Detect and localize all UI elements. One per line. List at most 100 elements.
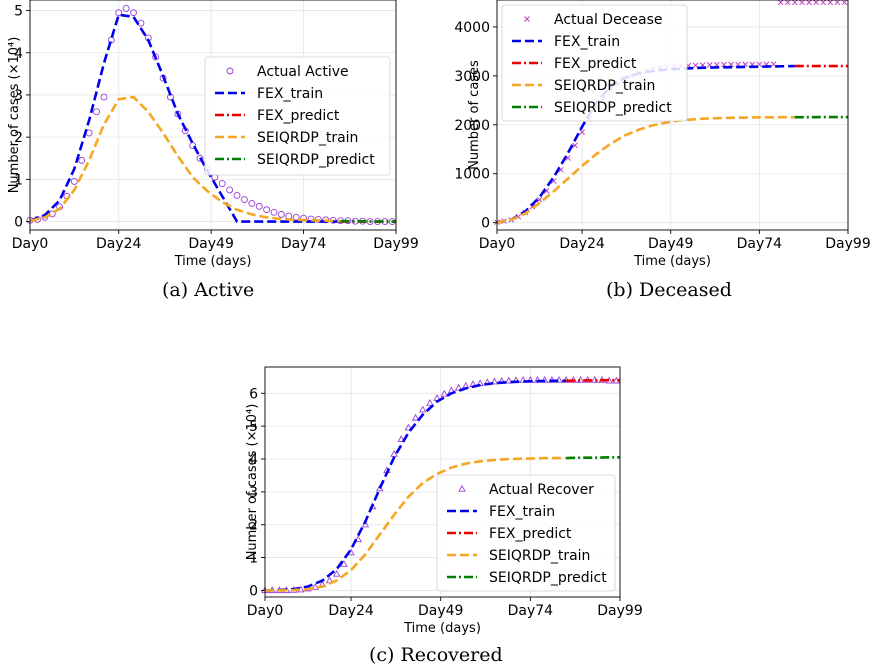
data-point-series-actual-active [248,199,256,207]
data-point-series-actual-recover [304,584,312,592]
plot-frame [29,0,397,231]
data-point-series-actual-active [181,127,189,135]
data-point-series-actual-active [226,186,234,194]
y-tick-label: 4 [249,452,258,468]
data-point-series-actual-decease [742,61,749,68]
legend-label: Actual Active [257,64,349,80]
data-point-series-actual-decease [607,87,614,94]
data-point-series-actual-active [33,215,41,223]
data-point-series-actual-recover [261,586,269,594]
data-point-series-actual-decease [749,61,756,68]
data-point-series-actual-decease [508,216,515,223]
line-series-fex-train [29,13,341,223]
legend-marker [524,16,530,22]
data-point-series-actual-decease [671,63,678,70]
data-point-series-actual-decease [841,0,848,6]
legend-box [204,56,391,176]
data-point-series-actual-decease [536,196,543,203]
chart-deceased-plot: Day0 Day24 Day49 Day74 Day99 0 1000 2000 3000 400… [454,0,870,269]
y-tick-label: 2 [249,518,258,534]
x-axis-label: Time (days) [633,254,711,269]
x-tick-label: Day24 [96,236,142,252]
data-point-series-actual-active [107,36,115,44]
x-tick-label: Day74 [737,236,783,252]
data-point-series-actual-active [48,210,56,218]
data-point-series-actual-recover [440,389,449,397]
data-point-series-actual-active [351,217,359,225]
data-point-series-actual-decease [593,104,600,111]
data-point-series-actual-recover [318,580,327,588]
data-point-series-actual-recover [347,548,355,556]
line-series-fex-predict [566,378,620,383]
data-point-series-actual-decease [657,65,663,71]
data-point-series-actual-active [374,218,381,226]
data-point-series-actual-recover [512,376,520,384]
data-point-series-actual-recover [275,586,284,594]
data-point-series-actual-decease [813,0,819,6]
data-point-series-actual-decease [763,61,770,68]
y-tick-label: 6 [249,386,258,402]
line-series-fex-train [264,379,567,592]
data-point-series-actual-decease [515,213,522,220]
data-point-series-actual-decease [756,61,763,68]
data-point-series-actual-decease [699,62,706,68]
data-point-series-actual-decease [721,61,727,68]
x-tick-label: Day24 [559,236,605,252]
data-point-series-actual-decease [791,0,798,6]
data-point-series-actual-active [174,110,182,118]
data-point-series-actual-decease [784,0,791,6]
data-point-series-actual-decease [820,0,827,6]
y-tick-label: 1000 [454,167,490,183]
data-point-series-actual-recover [454,383,463,391]
x-tick-label: Day49 [418,603,463,619]
data-point-series-actual-decease [628,72,635,79]
x-tick-label: Day0 [479,236,516,252]
data-point-series-actual-recover [540,376,549,383]
x-tick-label: Day74 [281,236,327,252]
data-point-series-actual-decease [827,0,834,6]
legend-label: Actual Recover [489,482,594,498]
data-point-series-actual-recover [476,379,484,387]
data-point-series-actual-decease [713,61,720,68]
data-point-series-actual-active [359,217,367,225]
plot-frame [496,0,849,231]
data-point-series-actual-active [255,202,263,210]
line-series-seiqrdp-train [496,115,795,224]
data-point-series-actual-active [100,93,108,101]
data-point-series-actual-recover [598,376,606,383]
data-point-series-actual-active [292,213,300,221]
data-point-series-actual-recover [555,376,563,383]
data-point-series-actual-active [115,9,123,17]
data-point-series-actual-active [322,216,330,224]
data-point-series-actual-recover [612,376,621,384]
y-tick-label: 2 [14,130,23,146]
data-point-series-actual-decease [650,66,656,73]
data-point-series-actual-recover [311,583,319,590]
data-point-series-actual-active [144,34,152,42]
y-axis-label: Number of cases (×10⁴) [245,404,260,561]
data-point-series-actual-decease [728,61,734,68]
x-tick-label: Day24 [328,603,374,619]
data-point-series-actual-active [285,212,293,220]
data-point-series-actual-decease [770,61,777,68]
data-point-series-actual-active [344,217,352,225]
data-point-series-actual-recover [332,569,341,577]
data-point-series-actual-active [137,19,145,27]
legend-label: FEX_predict [489,526,572,542]
data-point-series-actual-decease [572,142,578,149]
data-point-series-actual-recover [419,405,427,413]
legend-label: Actual Decease [554,12,663,28]
data-point-series-actual-decease [494,219,500,226]
data-point-series-actual-active [152,53,160,61]
data-point-series-actual-recover [519,376,527,383]
data-point-series-actual-active [233,191,241,199]
data-point-series-actual-active [130,9,137,17]
data-point-series-actual-active [122,4,130,12]
legend-box [436,474,616,592]
data-point-series-actual-active [189,142,197,150]
legend-label: FEX_predict [257,108,340,124]
data-point-series-actual-active [240,196,248,204]
data-point-series-actual-active [63,192,71,200]
x-tick-label: Day0 [12,236,49,252]
data-point-series-actual-active [314,215,322,223]
